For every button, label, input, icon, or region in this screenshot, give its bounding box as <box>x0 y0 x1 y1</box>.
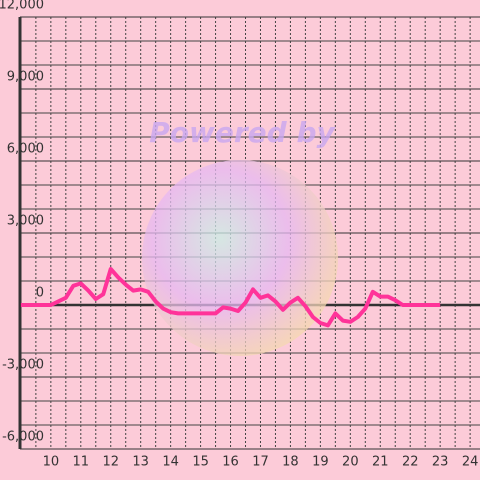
x-tick-label: 16 <box>222 455 239 470</box>
y-tick-label: 3,000 <box>7 214 44 229</box>
x-tick-label: 12 <box>102 455 119 470</box>
x-tick-label: 13 <box>132 455 149 470</box>
x-tick-label: 22 <box>402 455 419 470</box>
watermark-logo <box>142 160 338 356</box>
series-line <box>20 267 441 328</box>
y-tick-label: 0 <box>36 286 44 301</box>
x-tick-label: 14 <box>162 455 179 470</box>
x-tick-label: 20 <box>342 455 359 470</box>
y-tick-label: 6,000 <box>7 142 44 157</box>
x-tick-label: 23 <box>432 455 449 470</box>
y-tick-label: 12,000 <box>0 0 44 13</box>
y-tick-label: 9,000 <box>7 70 44 85</box>
x-tick-label: 19 <box>312 455 329 470</box>
x-tick-label: 11 <box>73 455 90 470</box>
x-tick-label: 24 <box>462 455 479 470</box>
y-tick-label: -6,000 <box>2 430 44 445</box>
y-tick-label: -3,000 <box>2 358 44 373</box>
x-tick-label: 18 <box>282 455 299 470</box>
x-tick-label: 15 <box>192 455 209 470</box>
watermark-text: Powered by <box>149 116 336 149</box>
x-tick-label: 10 <box>43 455 60 470</box>
x-tick-label: 21 <box>372 455 389 470</box>
x-tick-label: 17 <box>252 455 269 470</box>
